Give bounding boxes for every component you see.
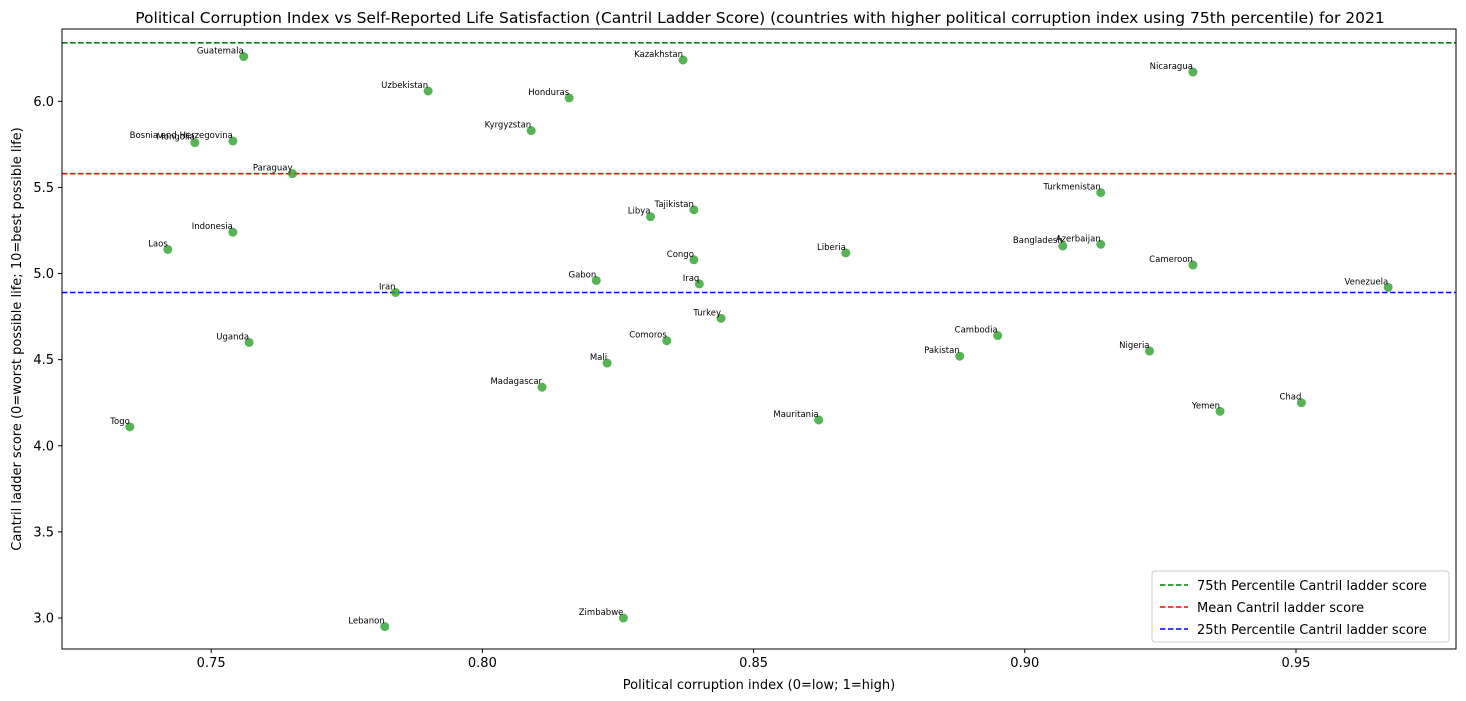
point-label-yemen: Yemen [1191, 401, 1220, 411]
x-tick-label: 0.80 [468, 656, 497, 671]
x-tick-label: 0.85 [739, 656, 768, 671]
point-label-madagascar: Madagascar [490, 377, 542, 387]
point-turkey [716, 313, 726, 323]
point-label-kyrgyzstan: Kyrgyzstan [485, 121, 532, 131]
point-label-zimbabwe: Zimbabwe [579, 608, 624, 618]
point-iran [391, 288, 401, 297]
point-label-iran: Iran [379, 283, 396, 293]
y-tick-label: 3.0 [33, 612, 54, 627]
point-label-azerbaijan: Azerbaijan [1056, 234, 1101, 244]
point-uzbekistan [423, 86, 433, 96]
point-indonesia [228, 227, 238, 237]
point-label-indonesia: Indonesia [192, 222, 233, 232]
point-kyrgyzstan [526, 126, 536, 136]
point-venezuela [1383, 282, 1393, 292]
legend-label-75th: 75th Percentile Cantril ladder score [1197, 579, 1427, 594]
point-label-guatemala: Guatemala [197, 47, 244, 57]
point-label-mali: Mali [590, 353, 607, 363]
point-guatemala [239, 52, 249, 62]
point-label-mauritania: Mauritania [773, 410, 818, 420]
point-bosnia-and-herzegovina [228, 136, 238, 146]
point-iraq [694, 279, 704, 289]
point-label-paraguay: Paraguay [253, 164, 293, 174]
plot-area: Guatemala Kazakhstan Nicaragua Uzbekistan Ho… [62, 41, 1456, 632]
point-lebanon [380, 622, 390, 632]
point-label-laos: Laos [148, 239, 168, 249]
legend-label-mean: Mean Cantril ladder score [1197, 601, 1364, 616]
legend-label-25th: 25th Percentile Cantril ladder score [1197, 623, 1427, 638]
point-mali [602, 358, 612, 368]
y-tick-label: 5.0 [33, 267, 54, 282]
point-paraguay [288, 169, 298, 179]
point-label-libya: Libya [628, 207, 651, 217]
point-label-turkmenistan: Turkmenistan [1042, 183, 1100, 193]
point-label-uganda: Uganda [216, 332, 249, 342]
point-libya [646, 212, 656, 222]
point-honduras [564, 93, 574, 103]
x-axis: 0.75 0.80 0.85 0.90 0.95 [197, 649, 1311, 671]
point-kazakhstan [678, 55, 688, 65]
y-tick-label: 5.5 [33, 181, 54, 196]
point-mongolia [190, 138, 200, 148]
point-turkmenistan [1096, 188, 1106, 198]
point-congo [689, 255, 699, 265]
point-label-cameroon: Cameroon [1149, 255, 1193, 265]
x-axis-label: Political corruption index (0=low; 1=hig… [623, 678, 895, 693]
point-gabon [591, 275, 601, 285]
point-uganda [244, 337, 254, 347]
point-azerbaijan [1096, 239, 1106, 249]
y-tick-label: 4.5 [33, 353, 54, 368]
point-label-togo: Togo [109, 417, 130, 427]
y-tick-label: 3.5 [33, 525, 54, 540]
x-tick-label: 0.75 [197, 656, 226, 671]
legend-box [1151, 570, 1450, 643]
point-label-liberia: Liberia [817, 243, 846, 253]
point-label-nicaragua: Nicaragua [1150, 62, 1193, 72]
point-label-comoros: Comoros [629, 331, 667, 341]
point-cambodia [993, 331, 1003, 341]
y-tick-label: 6.0 [33, 95, 54, 110]
point-label-cambodia: Cambodia [955, 326, 998, 336]
point-zimbabwe [618, 613, 628, 623]
x-tick-label: 0.90 [1010, 656, 1039, 671]
point-label-kazakhstan: Kazakhstan [634, 50, 683, 60]
point-togo [125, 422, 135, 432]
chart-title: Political Corruption Index vs Self-Repor… [135, 9, 1385, 27]
point-label-bosnia-and-herzegovina: Bosnia and Herzegovina [130, 131, 233, 141]
legend: 75th Percentile Cantril ladder score Mea… [1151, 570, 1450, 643]
point-label-iraq: Iraq [683, 274, 700, 284]
point-cameroon [1188, 260, 1198, 270]
point-label-chad: Chad [1279, 393, 1301, 403]
point-madagascar [537, 382, 547, 392]
point-laos [163, 244, 173, 254]
point-label-nigeria: Nigeria [1119, 341, 1149, 351]
y-tick-label: 4.0 [33, 439, 54, 454]
point-comoros [662, 336, 672, 346]
point-yemen [1215, 406, 1225, 416]
point-label-tajikistan: Tajikistan [654, 200, 694, 210]
point-label-lebanon: Lebanon [348, 617, 384, 627]
point-label-bangladesh: Bangladesh [1013, 236, 1063, 246]
point-label-pakistan: Pakistan [924, 346, 960, 356]
point-liberia [841, 248, 851, 258]
point-nigeria [1145, 346, 1155, 356]
x-tick-label: 0.95 [1282, 656, 1311, 671]
point-bangladesh [1058, 241, 1068, 251]
point-tajikistan [689, 205, 699, 215]
point-label-uzbekistan: Uzbekistan [381, 81, 428, 91]
point-chad [1296, 398, 1306, 408]
point-label-venezuela: Venezuela [1345, 277, 1389, 287]
point-label-congo: Congo [667, 250, 694, 260]
point-mauritania [814, 415, 824, 425]
plot-frame [61, 28, 1457, 650]
point-pakistan [955, 351, 965, 361]
y-axis-label: Cantril ladder score (0=worst possible l… [10, 127, 25, 550]
y-axis: 3.0 3.5 4.0 4.5 5.0 5.5 6.0 [33, 95, 62, 627]
point-nicaragua [1188, 67, 1198, 77]
point-label-gabon: Gabon [568, 270, 596, 280]
point-label-mongolia: Mongolia [156, 133, 194, 143]
point-label-honduras: Honduras [528, 88, 569, 98]
point-label-turkey: Turkey [692, 308, 721, 318]
